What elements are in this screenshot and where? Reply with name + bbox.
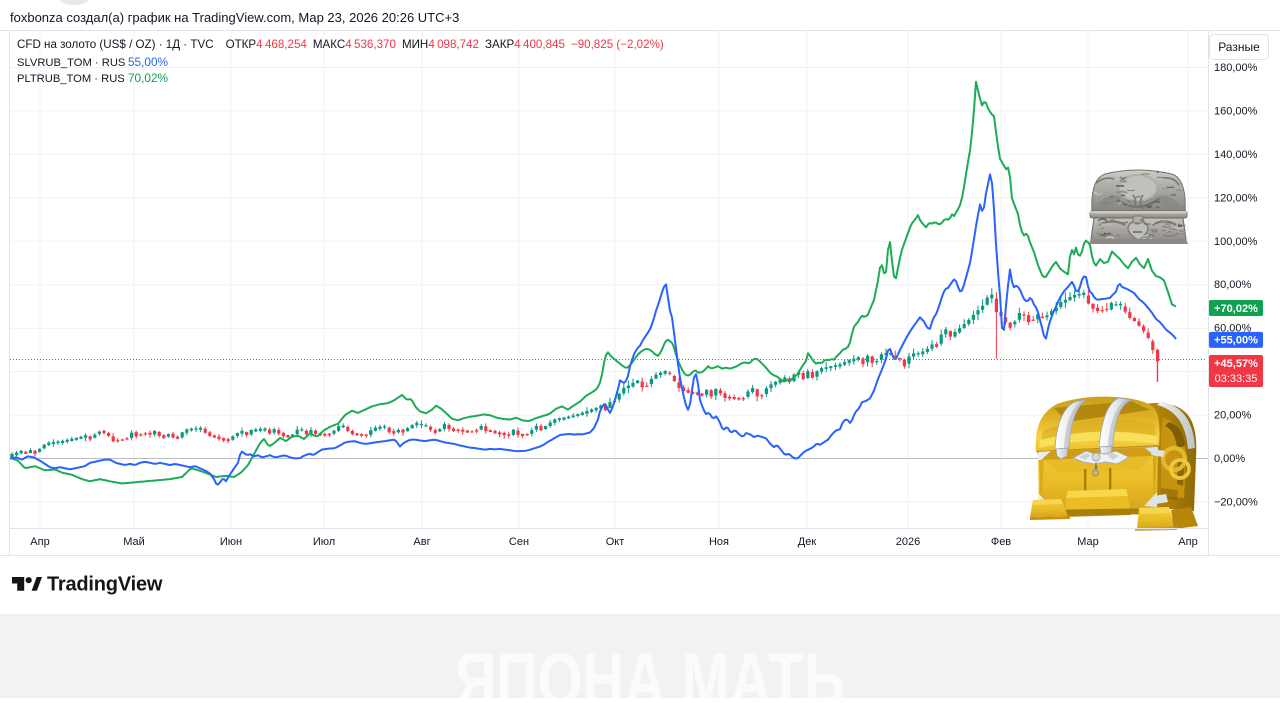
svg-text:PLTRUB_TOM · RUS: PLTRUB_TOM · RUS <box>17 73 125 85</box>
svg-text:180,00%: 180,00% <box>1214 62 1258 74</box>
svg-text:60,00%: 60,00% <box>1214 323 1252 335</box>
svg-text:+70,02%: +70,02% <box>1214 303 1258 315</box>
svg-text:2026: 2026 <box>896 536 920 548</box>
svg-text:20,00%: 20,00% <box>1214 410 1252 422</box>
svg-text:Авг: Авг <box>413 536 430 548</box>
svg-text:80,00%: 80,00% <box>1214 279 1252 291</box>
svg-text:Апр: Апр <box>30 536 49 548</box>
svg-text:ЯПОНА МАТЬ: ЯПОНА МАТЬ <box>455 638 845 698</box>
svg-text:Июн: Июн <box>220 536 242 548</box>
svg-text:55,00%: 55,00% <box>128 55 169 69</box>
svg-text:160,00%: 160,00% <box>1214 106 1258 118</box>
svg-text:Ноя: Ноя <box>709 536 729 548</box>
svg-text:TradingView: TradingView <box>47 574 163 596</box>
svg-text:120,00%: 120,00% <box>1214 192 1258 204</box>
svg-text:Апр: Апр <box>1178 536 1197 548</box>
svg-text:foxbonza создал(а) график на T: foxbonza создал(а) график на TradingView… <box>10 10 459 25</box>
svg-text:Дек: Дек <box>798 536 817 548</box>
svg-text:Фев: Фев <box>991 536 1011 548</box>
svg-text:+55,00%: +55,00% <box>1214 335 1258 347</box>
svg-text:Разные: Разные <box>1218 40 1260 54</box>
svg-text:0,00%: 0,00% <box>1214 453 1245 465</box>
svg-text:Мар: Мар <box>1077 536 1099 548</box>
svg-text:Июл: Июл <box>313 536 335 548</box>
svg-text:03:33:35: 03:33:35 <box>1215 373 1258 385</box>
svg-text:Май: Май <box>123 536 145 548</box>
svg-text:Окт: Окт <box>606 536 625 548</box>
svg-text:+45,57%: +45,57% <box>1214 358 1258 370</box>
svg-text:140,00%: 140,00% <box>1214 149 1258 161</box>
svg-text:−20,00%: −20,00% <box>1214 496 1258 508</box>
svg-text:70,02%: 70,02% <box>128 71 169 85</box>
svg-text:100,00%: 100,00% <box>1214 236 1258 248</box>
svg-text:SLVRUB_TOM · RUS: SLVRUB_TOM · RUS <box>17 57 125 69</box>
svg-text:CFD на золото (US$ / OZ) · 1Д: CFD на золото (US$ / OZ) · 1Д · TVC ОТКР4… <box>17 38 664 51</box>
svg-text:Сен: Сен <box>509 536 529 548</box>
